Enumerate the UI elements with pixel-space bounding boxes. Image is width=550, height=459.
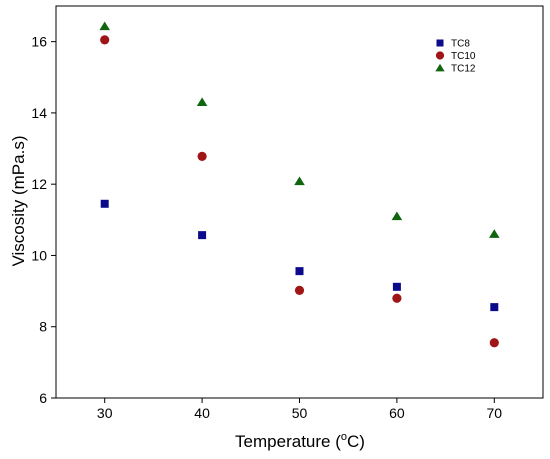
data-point-tc10	[489, 338, 499, 348]
data-point-tc12	[489, 229, 500, 238]
legend-label-tc8: TC8	[451, 39, 470, 50]
x-tick-label: 30	[97, 405, 113, 421]
data-point-tc12	[196, 97, 208, 107]
data-point-tc8	[100, 199, 109, 208]
y-tick-label: 6	[39, 390, 47, 406]
x-axis-title: Temperature (oC)	[235, 431, 365, 451]
x-tick-label: 60	[389, 405, 405, 421]
x-tick-label: 40	[194, 405, 210, 421]
legend-marker-tc10	[435, 51, 445, 60]
data-point-tc10	[197, 151, 207, 161]
data-point-tc12	[99, 21, 110, 31]
x-tick-label: 50	[292, 405, 308, 421]
y-tick-label: 16	[31, 34, 47, 50]
data-points	[99, 21, 500, 348]
data-point-tc8	[392, 282, 401, 291]
data-point-tc10	[294, 285, 305, 295]
y-tick-label: 8	[39, 319, 47, 335]
legend-label-tc12: TC12	[451, 64, 476, 75]
legend-marker-tc12	[435, 63, 445, 72]
y-tick-label: 14	[31, 105, 47, 121]
axis-ticks	[51, 41, 495, 403]
data-point-tc12	[294, 176, 305, 186]
data-point-tc10	[100, 35, 110, 45]
data-point-tc8	[295, 267, 304, 276]
x-tick-label: 70	[487, 405, 503, 421]
legend-label-tc10: TC10	[451, 51, 476, 62]
y-tick-label: 12	[31, 176, 47, 192]
data-point-tc8	[198, 231, 207, 240]
data-point-tc10	[392, 293, 402, 303]
y-axis-title: Viscosity (mPa.s)	[9, 136, 28, 267]
plot-frame	[55, 5, 544, 399]
data-point-tc8	[490, 303, 499, 312]
y-tick-label: 10	[31, 247, 47, 263]
legend-marker-tc8	[436, 39, 444, 47]
data-point-tc12	[391, 211, 403, 221]
tick-labels: 30 40 50 60 70 6 8 10 12 14 16	[31, 34, 502, 421]
